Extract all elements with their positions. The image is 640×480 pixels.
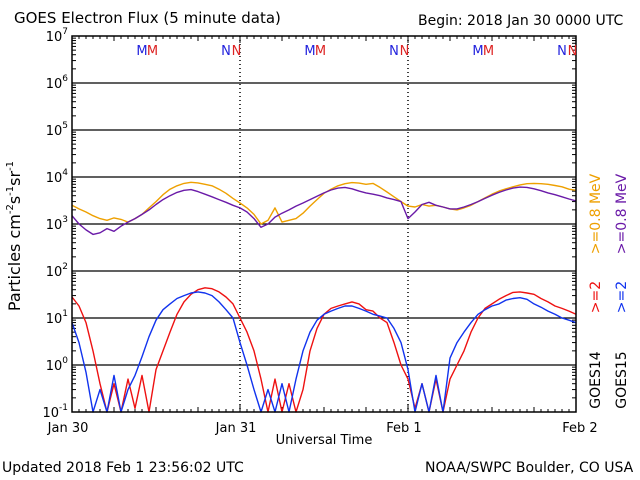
credit-label: NOAA/SWPC Boulder, CO USA	[425, 460, 634, 476]
legend-label: >=0.8 MeV	[614, 173, 630, 254]
series-line	[71, 291, 577, 413]
legend-label: GOES14	[588, 351, 604, 409]
x-tick-label: Jan 31	[215, 421, 257, 436]
event-marker: M	[147, 44, 158, 59]
begin-date-label: Begin: 2018 Jan 30 0000 UTC	[418, 13, 624, 29]
y-tick-label: 100	[46, 356, 69, 374]
event-marker: N	[389, 44, 399, 59]
event-marker: M	[136, 44, 147, 59]
y-tick-label: 10-1	[42, 403, 68, 421]
x-axis-label: Universal Time	[276, 433, 373, 448]
event-marker: N	[557, 44, 567, 59]
event-marker: M	[304, 44, 315, 59]
event-marker: M	[483, 44, 494, 59]
plot-frame	[71, 35, 577, 413]
legend-label: GOES15	[614, 351, 630, 408]
y-tick-label: 106	[46, 74, 69, 92]
y-tick-label: 105	[46, 121, 68, 139]
y-axis-label: Particles cm-2s-1sr-1	[5, 161, 24, 311]
y-tick-label: 103	[46, 215, 68, 233]
chart-title: GOES Electron Flux (5 minute data)	[14, 9, 281, 27]
y-tick-label: 101	[46, 309, 68, 327]
y-tick-label: 107	[46, 27, 68, 45]
event-marker: N	[221, 44, 231, 59]
y-tick-label: 104	[46, 168, 69, 186]
x-tick-label: Jan 30	[47, 421, 89, 436]
legend-label: >=2	[588, 281, 604, 313]
legend-label: >=0.8 MeV	[588, 173, 604, 254]
event-marker: N	[232, 44, 242, 59]
updated-timestamp: Updated 2018 Feb 1 23:56:02 UTC	[2, 460, 244, 476]
event-marker: M	[472, 44, 483, 59]
event-marker: M	[315, 44, 326, 59]
x-tick-label: Feb 2	[562, 421, 597, 436]
legend-label: >=2	[614, 281, 630, 313]
event-marker: N	[568, 44, 578, 59]
x-tick-label: Feb 1	[386, 421, 421, 436]
event-marker: N	[400, 44, 410, 59]
y-tick-label: 102	[46, 262, 68, 280]
series-line	[71, 186, 577, 236]
